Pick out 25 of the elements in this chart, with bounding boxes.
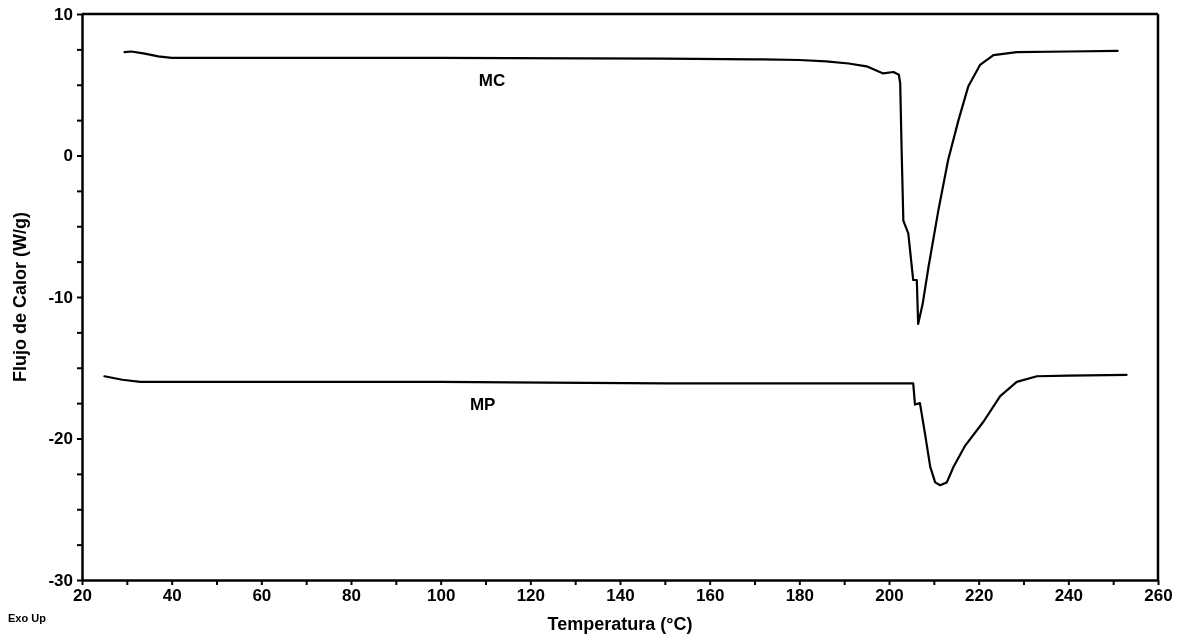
x-tick-label: 20 bbox=[73, 586, 92, 606]
x-tick-label: 120 bbox=[516, 586, 546, 606]
text: Exo Up bbox=[8, 612, 47, 624]
y-tick-label: -20 bbox=[48, 429, 73, 449]
x-tick-label: 160 bbox=[695, 586, 725, 606]
y-tick-label: 0 bbox=[63, 146, 73, 166]
x-tick-label: 100 bbox=[426, 586, 456, 606]
x-tick-label: 60 bbox=[252, 586, 272, 606]
line-series bbox=[123, 49, 1119, 325]
y-tick-label: -30 bbox=[48, 570, 73, 590]
x-tick-label: 80 bbox=[342, 586, 361, 606]
series-label: MC bbox=[478, 70, 506, 90]
y-tick-label: -10 bbox=[48, 287, 73, 307]
x-tick-label: 240 bbox=[1054, 586, 1084, 606]
x-tick-label: 140 bbox=[606, 586, 635, 606]
x-tick-label: 40 bbox=[162, 586, 182, 606]
line-series bbox=[103, 373, 1128, 487]
x-tick-label: 220 bbox=[964, 586, 994, 606]
x-axis-title: Temperatura (°C) bbox=[547, 614, 693, 634]
x-tick-label: 180 bbox=[785, 586, 815, 606]
series-label: MP bbox=[469, 394, 496, 414]
y-tick-label: 10 bbox=[54, 4, 73, 24]
x-tick-label: 200 bbox=[875, 586, 904, 606]
x-tick-label: 260 bbox=[1144, 586, 1173, 606]
y-axis-title: Flujo de Calor (W/g) bbox=[10, 212, 30, 382]
